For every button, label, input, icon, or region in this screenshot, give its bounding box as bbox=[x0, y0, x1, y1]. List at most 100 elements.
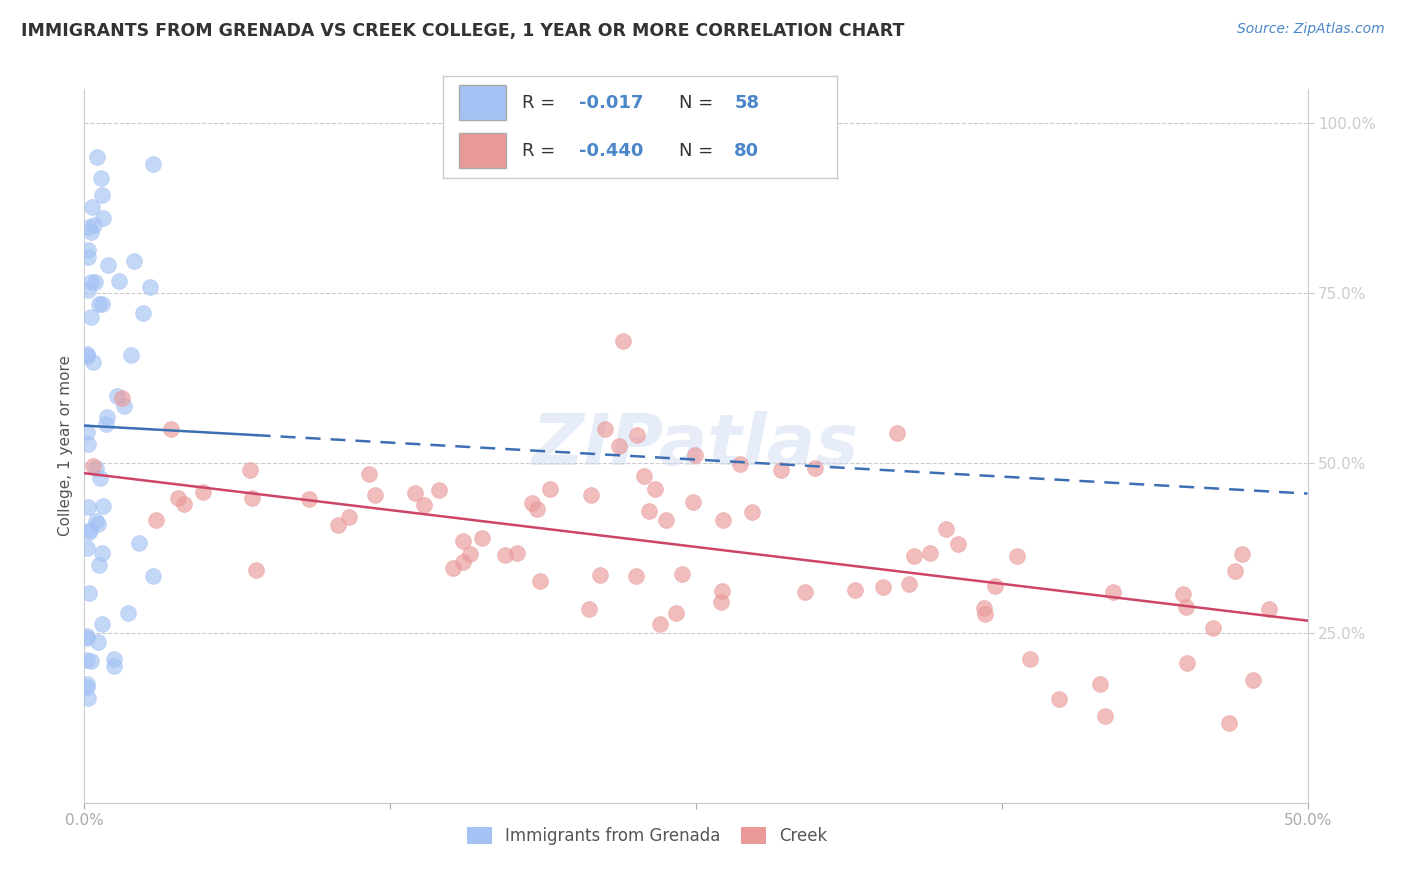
Point bbox=[117, 606, 139, 620]
Point bbox=[131, 306, 153, 320]
Point bbox=[91, 499, 114, 513]
Point bbox=[609, 439, 631, 453]
Point bbox=[105, 389, 128, 403]
Point bbox=[76, 631, 98, 645]
Point bbox=[1047, 692, 1070, 706]
Point bbox=[1175, 656, 1198, 670]
Point bbox=[142, 157, 165, 171]
Point bbox=[87, 297, 110, 311]
Point bbox=[453, 555, 475, 569]
Point bbox=[82, 355, 104, 369]
Point bbox=[76, 629, 98, 643]
Point bbox=[1257, 602, 1279, 616]
Point bbox=[633, 469, 655, 483]
Point bbox=[328, 517, 350, 532]
Point bbox=[87, 517, 110, 532]
Point bbox=[128, 536, 150, 550]
Point bbox=[108, 274, 131, 288]
Text: ZIPatlas: ZIPatlas bbox=[533, 411, 859, 481]
Point bbox=[803, 460, 825, 475]
Point bbox=[626, 427, 648, 442]
Point bbox=[77, 586, 100, 600]
Point bbox=[76, 680, 98, 694]
Point bbox=[76, 677, 98, 691]
Point bbox=[1201, 621, 1223, 635]
Point bbox=[683, 448, 706, 462]
Text: R =: R = bbox=[522, 142, 561, 161]
Point bbox=[91, 546, 114, 560]
Point bbox=[413, 498, 436, 512]
Point bbox=[103, 652, 125, 666]
Point bbox=[167, 491, 190, 505]
Point bbox=[79, 523, 101, 537]
FancyBboxPatch shape bbox=[458, 85, 506, 120]
Legend: Immigrants from Grenada, Creek: Immigrants from Grenada, Creek bbox=[460, 820, 834, 852]
Point bbox=[728, 457, 751, 471]
Point bbox=[1230, 547, 1253, 561]
Point bbox=[1171, 587, 1194, 601]
Point bbox=[505, 546, 527, 560]
Point bbox=[665, 606, 688, 620]
Point bbox=[710, 595, 733, 609]
Text: 58: 58 bbox=[734, 94, 759, 112]
Text: Source: ZipAtlas.com: Source: ZipAtlas.com bbox=[1237, 22, 1385, 37]
Point bbox=[1175, 599, 1198, 614]
Point bbox=[655, 513, 678, 527]
Point bbox=[80, 275, 103, 289]
Point bbox=[77, 220, 100, 235]
Point bbox=[238, 463, 260, 477]
FancyBboxPatch shape bbox=[458, 133, 506, 168]
Point bbox=[83, 218, 105, 232]
Point bbox=[404, 485, 426, 500]
Point bbox=[441, 561, 464, 575]
Point bbox=[973, 600, 995, 615]
Point bbox=[84, 461, 107, 475]
Point bbox=[624, 569, 647, 583]
Point bbox=[76, 541, 98, 555]
Point bbox=[589, 568, 612, 582]
Point bbox=[1241, 673, 1264, 687]
Point bbox=[1102, 584, 1125, 599]
Point bbox=[191, 485, 214, 500]
Point bbox=[91, 617, 114, 632]
Point bbox=[612, 334, 634, 348]
Point bbox=[120, 348, 142, 362]
Point bbox=[245, 563, 267, 577]
Point bbox=[77, 283, 100, 297]
Point bbox=[650, 617, 672, 632]
Point bbox=[97, 258, 120, 272]
Text: IMMIGRANTS FROM GRENADA VS CREEK COLLEGE, 1 YEAR OR MORE CORRELATION CHART: IMMIGRANTS FROM GRENADA VS CREEK COLLEGE… bbox=[21, 22, 904, 40]
Point bbox=[84, 514, 107, 528]
Point bbox=[898, 577, 921, 591]
Point bbox=[96, 409, 118, 424]
Point bbox=[529, 574, 551, 588]
Point bbox=[946, 537, 969, 551]
Point bbox=[90, 170, 112, 185]
Point bbox=[298, 491, 321, 506]
Point bbox=[671, 567, 693, 582]
Point bbox=[84, 275, 107, 289]
Point bbox=[453, 534, 475, 549]
Point bbox=[86, 150, 108, 164]
Point bbox=[872, 580, 894, 594]
Point bbox=[103, 659, 125, 673]
Point bbox=[364, 488, 387, 502]
Point bbox=[76, 500, 98, 514]
Point bbox=[471, 531, 494, 545]
Point bbox=[903, 549, 925, 563]
Point bbox=[76, 425, 98, 440]
Point bbox=[76, 653, 98, 667]
Point bbox=[427, 483, 450, 498]
Point bbox=[77, 251, 100, 265]
Point bbox=[76, 347, 98, 361]
Point bbox=[240, 491, 263, 505]
Y-axis label: College, 1 year or more: College, 1 year or more bbox=[58, 356, 73, 536]
Point bbox=[80, 310, 103, 324]
Point bbox=[122, 254, 145, 268]
Point bbox=[1094, 708, 1116, 723]
Point bbox=[794, 585, 817, 599]
Point bbox=[90, 297, 112, 311]
Point bbox=[538, 483, 561, 497]
Point bbox=[973, 607, 995, 622]
Point bbox=[160, 422, 183, 436]
